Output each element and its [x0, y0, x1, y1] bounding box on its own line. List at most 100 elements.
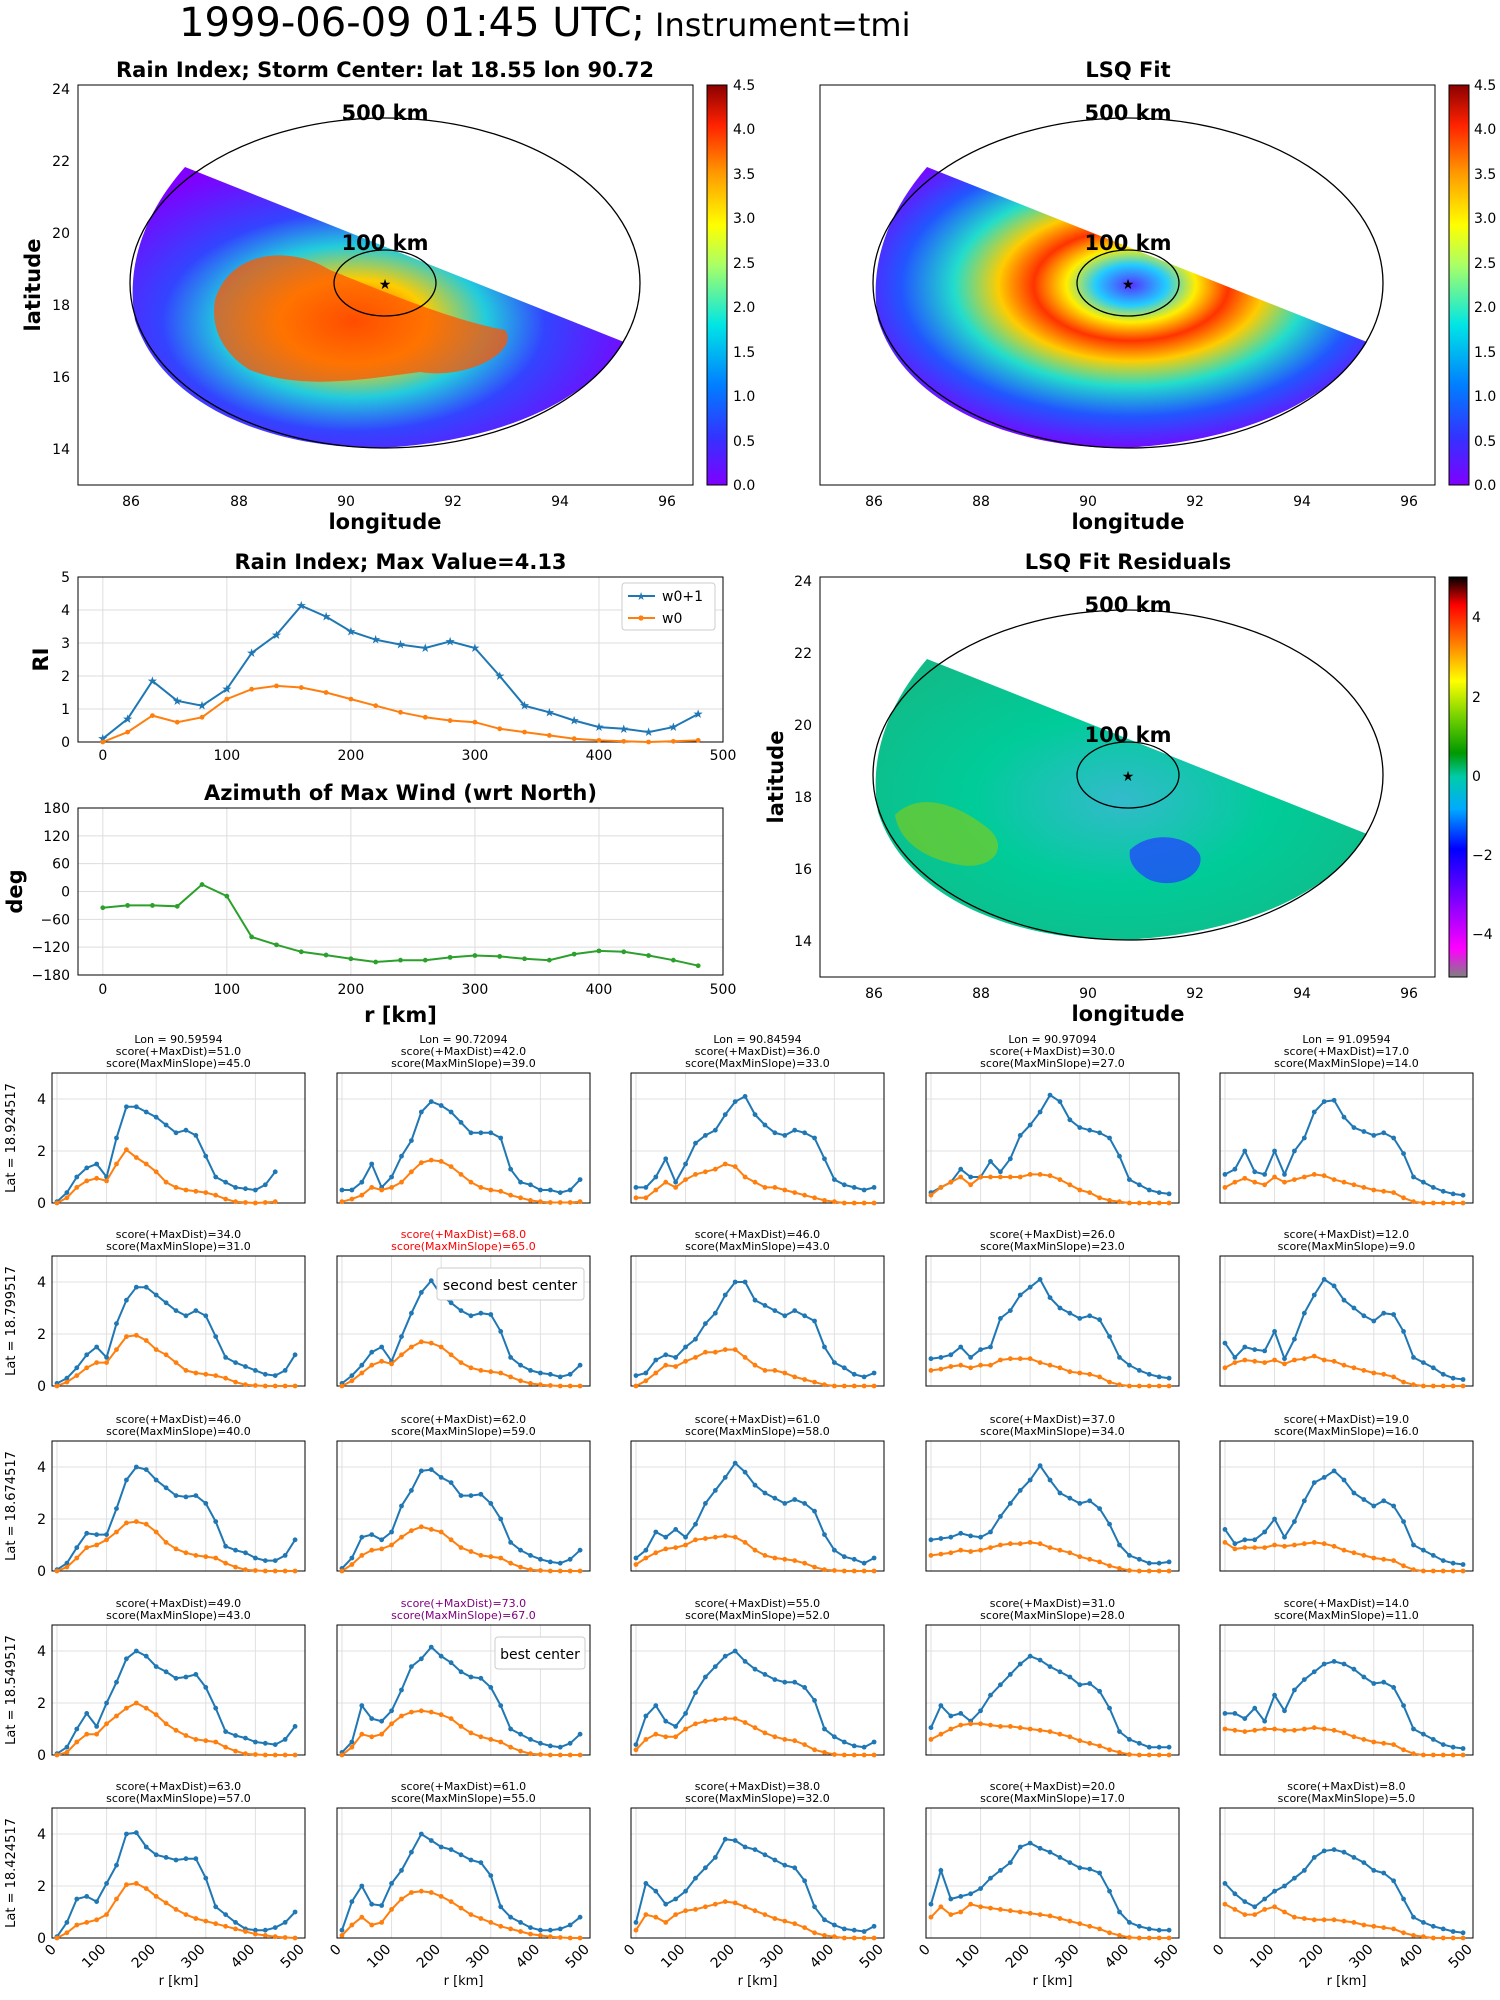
panel-w0plus1-point	[528, 1737, 533, 1742]
panel-w0plus1-point	[478, 1675, 484, 1681]
panel-w0plus1-point	[1430, 1737, 1436, 1742]
panel-w0-point	[1156, 1568, 1162, 1574]
panel-w0-point	[633, 1747, 639, 1753]
panel-w0-point	[1292, 1542, 1297, 1548]
panel-w0-point	[722, 1716, 728, 1721]
panel-w0-point	[861, 1935, 867, 1941]
panel-w0-point	[1087, 1371, 1093, 1377]
panel-w0-point	[409, 1169, 414, 1175]
panel-w0-point	[1117, 1750, 1122, 1755]
rain-index-map: Rain Index; Storm Center: lat 18.55 lon …	[21, 58, 755, 534]
panel-w0-point	[1242, 1912, 1248, 1917]
azimuth-series-point	[323, 952, 329, 958]
xtick-label: 0	[327, 1942, 345, 1960]
panel-w0-point	[752, 1179, 758, 1185]
panel-w0-point	[683, 1542, 688, 1548]
panel-w0-point	[693, 1907, 698, 1912]
panel-w0-point	[712, 1349, 718, 1355]
panel-w0-point	[782, 1556, 788, 1562]
xtick-label: 100	[364, 1942, 394, 1972]
panel-w0-point	[1401, 1930, 1406, 1936]
panel-w0plus1-point	[1311, 1480, 1317, 1485]
panel-w0plus1-point	[94, 1724, 100, 1729]
w0-series-point	[546, 733, 552, 738]
panel-w0plus1-point	[282, 1368, 288, 1373]
panel-w0-point	[1440, 1568, 1446, 1574]
panel-w0plus1-point	[978, 1708, 983, 1714]
panel-w0-point	[1341, 1730, 1347, 1736]
panel-w0plus1-point	[841, 1926, 847, 1932]
w0plus1-series-point: ★	[420, 641, 431, 655]
panel-w0-point	[762, 1912, 768, 1917]
panel-w0-point	[567, 1200, 573, 1205]
panel-w0-point	[643, 1912, 649, 1917]
xtick-label: 300	[757, 1942, 787, 1972]
panel-w0plus1-point	[64, 1190, 70, 1195]
panel-w0plus1-point	[508, 1355, 514, 1360]
rain-index-legend: ★ w0+1w0	[621, 582, 716, 631]
panel-w0-point	[1017, 1174, 1023, 1180]
panel-w0-point	[802, 1742, 808, 1747]
panel-w0plus1-point	[143, 1653, 149, 1659]
panel-w0plus1-point	[74, 1365, 80, 1371]
panel-w0-point	[557, 1752, 563, 1758]
panel-w0-point	[339, 1199, 345, 1205]
panel-w0-point	[1331, 1727, 1337, 1733]
panel-w0plus1-point	[448, 1109, 454, 1115]
lsq-fit-map-frame	[819, 84, 1436, 486]
ytick-label: 14	[794, 934, 812, 950]
panel-w0plus1-point	[998, 1868, 1003, 1873]
ytick-label: 18	[52, 298, 70, 314]
panel-w0-point	[742, 1540, 748, 1545]
xtick-label: 200	[1297, 1942, 1327, 1972]
panel-w0plus1-point	[938, 1355, 944, 1360]
panel-w0-point	[74, 1185, 80, 1190]
panel-w0-point	[458, 1724, 464, 1729]
panel-w0plus1-point	[1321, 1099, 1327, 1104]
panel-w0-point	[74, 1739, 80, 1745]
panel-w0-point	[1146, 1752, 1152, 1758]
panel-w0plus1-point	[124, 1297, 129, 1303]
panel-w0plus1-point	[1017, 1133, 1023, 1138]
panel-w0plus1-point	[537, 1740, 543, 1746]
panel-score-maxdist: score(+MaxDist)=8.0	[1287, 1780, 1405, 1793]
panel-w0-point	[468, 1912, 474, 1917]
panel-w0-point	[653, 1731, 659, 1737]
panel-w0-point	[143, 1886, 149, 1891]
panel-w0-point	[1331, 1917, 1337, 1923]
colorbar-tick: 2.0	[1474, 300, 1496, 316]
panel-w0plus1-point	[958, 1711, 964, 1716]
xtick-label: 500	[278, 1942, 308, 1972]
panel-w0plus1-point	[468, 1857, 474, 1863]
panel-w0-point	[448, 1164, 454, 1169]
panel-w0plus1-point	[272, 1925, 278, 1930]
panel-w0plus1-point	[458, 1493, 464, 1498]
panel-w0plus1-point	[1272, 1516, 1277, 1522]
panel-w0plus1-point	[1067, 1117, 1073, 1123]
panel-w0-point	[1292, 1914, 1297, 1920]
panel-w0plus1-point	[1027, 1477, 1033, 1483]
panel-w0-point	[163, 1179, 169, 1185]
panel-w0-point	[1292, 1357, 1297, 1363]
panel-w0-point	[163, 1352, 169, 1358]
panel-w0-point	[124, 1520, 129, 1526]
panel-w0plus1-point	[673, 1355, 679, 1360]
score-panel-frame	[51, 1624, 306, 1756]
panel-w0plus1-point	[223, 1355, 229, 1360]
panel-w0-point	[567, 1383, 573, 1389]
panel-w0-point	[693, 1537, 698, 1543]
panel-w0-point	[1007, 1356, 1013, 1362]
panel-w0plus1-point	[1242, 1899, 1248, 1904]
xtick-label: 90	[1079, 986, 1097, 1002]
panel-w0plus1-point	[861, 1374, 867, 1380]
panel-w0-point	[262, 1200, 268, 1205]
panel-w0-point	[153, 1169, 159, 1175]
panel-w0plus1-point	[978, 1886, 983, 1891]
panel-w0plus1-point	[1007, 1156, 1013, 1162]
panel-w0-point	[938, 1731, 944, 1737]
panel-w0plus1-point	[722, 1475, 728, 1480]
panel-w0plus1-point	[851, 1371, 857, 1377]
panel-w0plus1-point	[1262, 1896, 1268, 1902]
panel-w0-point	[143, 1338, 149, 1343]
panel-w0-point	[1136, 1935, 1142, 1941]
